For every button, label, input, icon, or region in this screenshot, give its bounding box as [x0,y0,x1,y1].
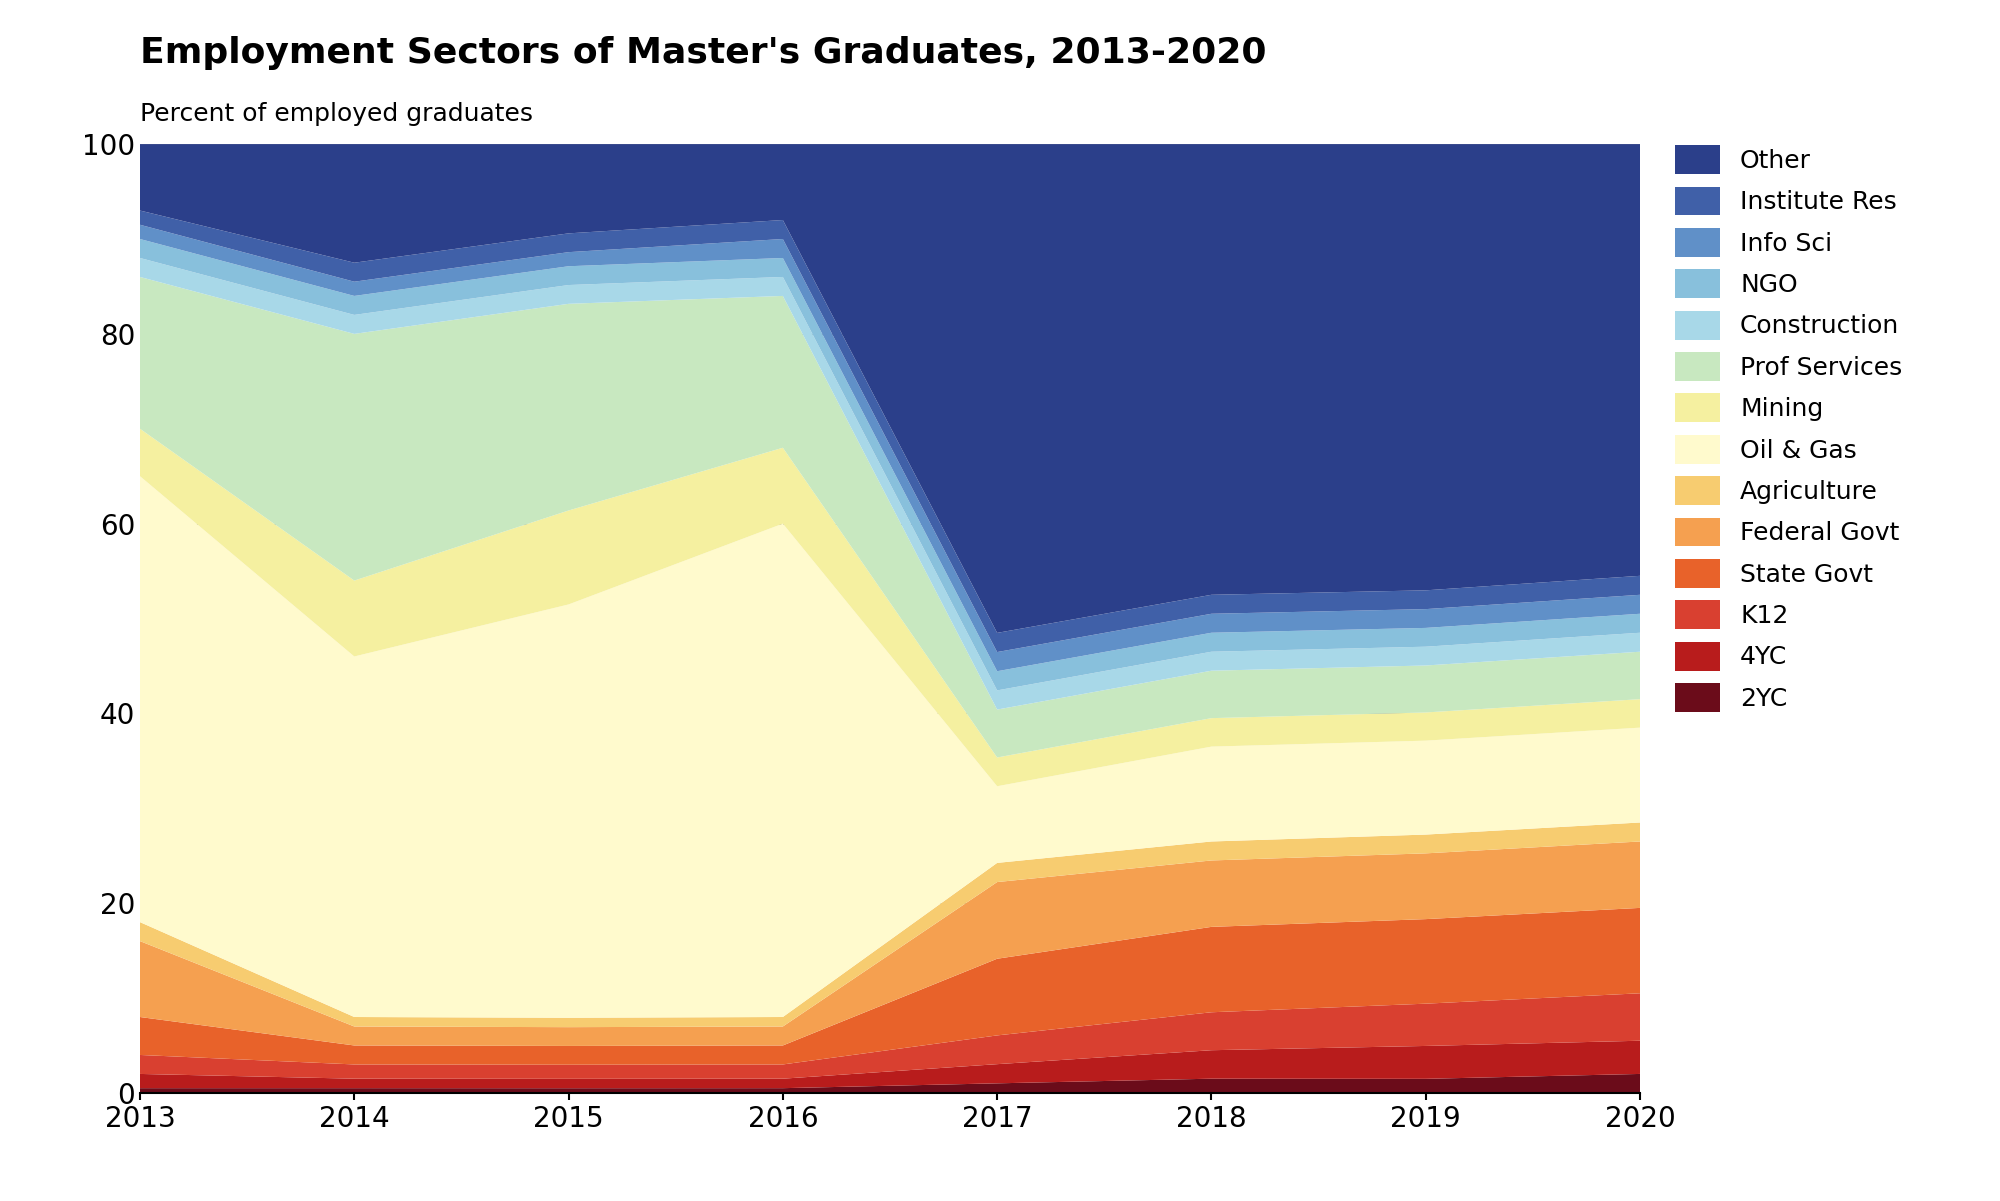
Legend: Other, Institute Res, Info Sci, NGO, Construction, Prof Services, Mining, Oil & : Other, Institute Res, Info Sci, NGO, Con… [1668,138,1910,719]
Text: Employment Sectors of Master's Graduates, 2013-2020: Employment Sectors of Master's Graduates… [140,36,1266,70]
Text: Percent of employed graduates: Percent of employed graduates [140,102,532,126]
